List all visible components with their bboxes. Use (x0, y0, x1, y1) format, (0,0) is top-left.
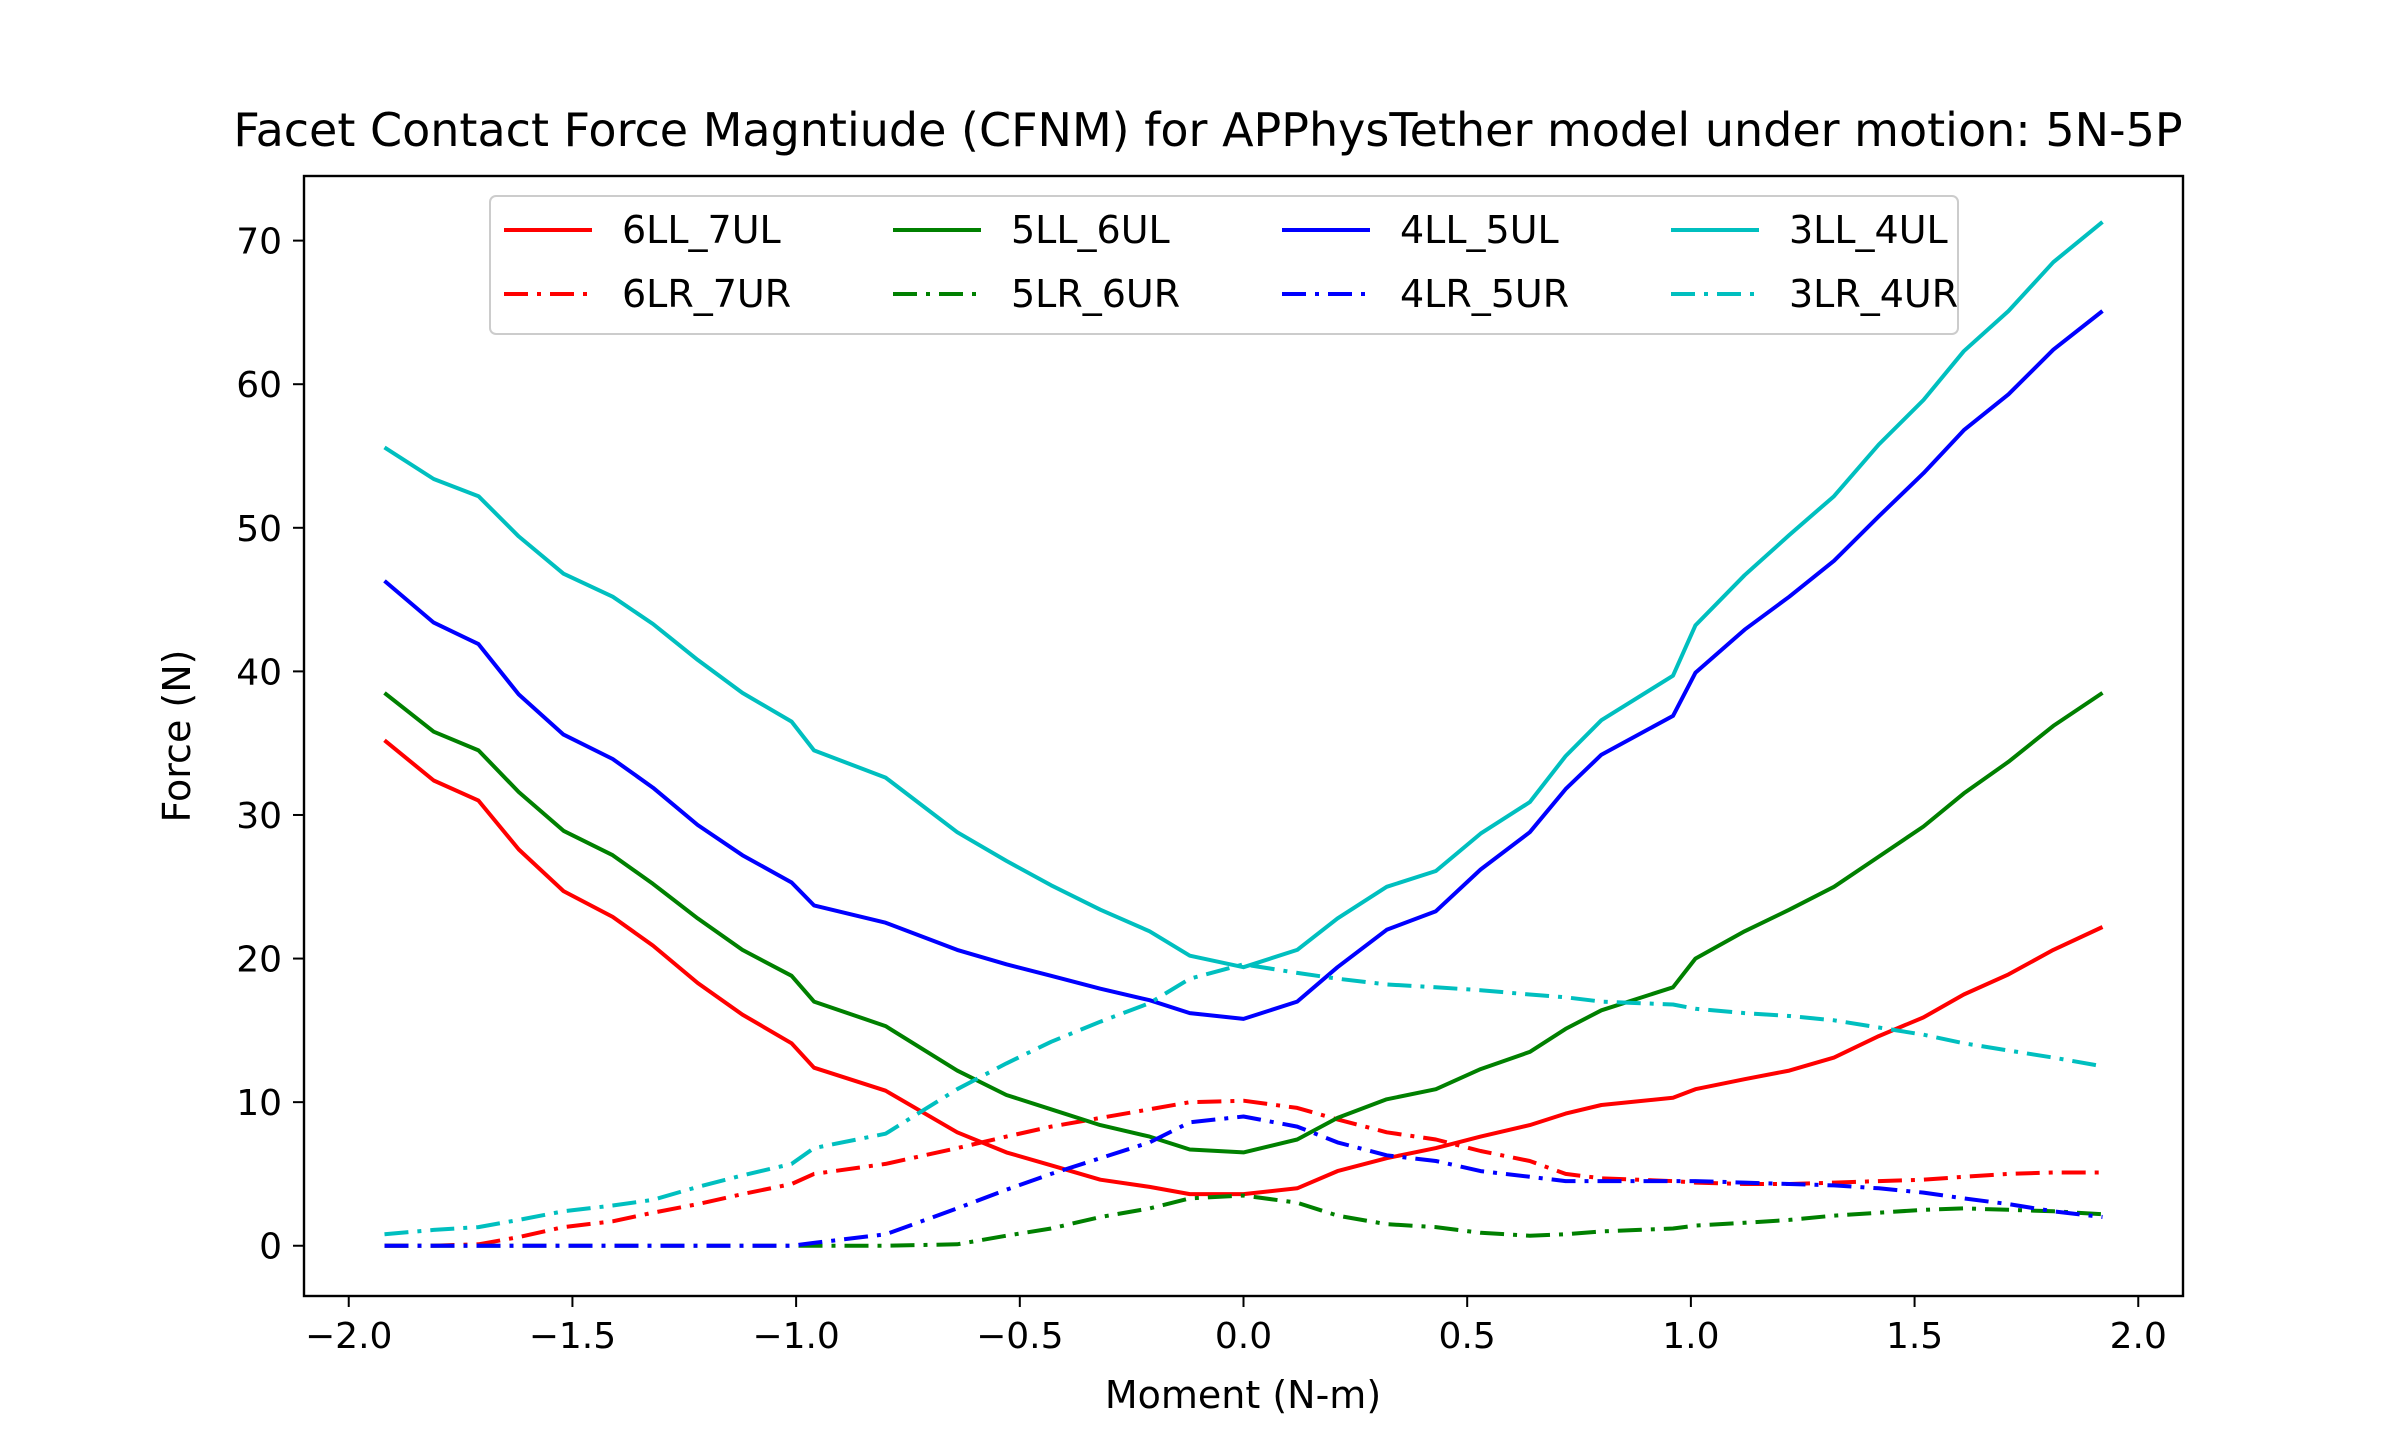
axis-ticks: −2.0 −1.5 −1.0 −0.5 0.0 0.5 1.0 1.5 2.0 0 10 20 30 40… (236, 222, 2167, 1357)
x-tick-label: 1.0 (1662, 1316, 1719, 1357)
series-line-5LL_6UL (383, 691, 2104, 1155)
x-tick-label: 0.5 (1439, 1316, 1496, 1357)
y-axis-label: Force (N) (155, 650, 199, 823)
legend-label-6LR_7UR: 6LR_7UR (622, 272, 791, 316)
x-tick-label: 2.0 (2110, 1316, 2167, 1357)
y-tick-label: 20 (236, 940, 282, 981)
legend-box (489, 195, 1959, 335)
series-line-6LL_7UL (383, 738, 2104, 1197)
legend: 6LL_7UL 6LR_7UR 5LL_6UL 5LR_6UR 4LL_5UL 4LR_5… (489, 195, 1959, 335)
y-tick-label: 50 (236, 509, 282, 550)
y-tick-label: 60 (236, 365, 282, 406)
legend-label-4LL_5UL: 4LL_5UL (1400, 208, 1559, 252)
legend-label-3LR_4UR: 3LR_4UR (1789, 272, 1958, 316)
legend-label-4LR_5UR: 4LR_5UR (1400, 272, 1569, 316)
legend-label-3LL_4UL: 3LL_4UL (1789, 208, 1948, 252)
x-tick-label: −1.0 (752, 1316, 839, 1357)
legend-label-6LL_7UL: 6LL_7UL (622, 208, 781, 252)
y-tick-label: 30 (236, 796, 282, 837)
legend-label-5LL_6UL: 5LL_6UL (1011, 208, 1170, 252)
series-line-5LR_6UR (384, 1193, 2103, 1248)
x-tick-label: 1.5 (1886, 1316, 1943, 1357)
plot-frame (302, 174, 2185, 1298)
series-line-3LL_4UL (383, 220, 2104, 970)
chart-title: Facet Contact Force Magntiude (CFNM) for… (233, 103, 2182, 157)
x-axis-label: Moment (N-m) (1105, 1373, 1381, 1417)
x-tick-label: −1.5 (529, 1316, 616, 1357)
series-line-4LR_5UR (384, 1114, 2103, 1248)
x-tick-label: −0.5 (976, 1316, 1063, 1357)
x-tick-label: 0.0 (1215, 1316, 1272, 1357)
y-tick-label: 10 (236, 1083, 282, 1124)
y-tick-label: 0 (259, 1227, 282, 1268)
series-line-6LR_7UR (384, 1098, 2103, 1248)
legend-label-5LR_6UR: 5LR_6UR (1011, 272, 1180, 316)
series-line-3LR_4UR (384, 962, 2103, 1237)
y-tick-label: 70 (236, 222, 282, 263)
series-line-4LL_5UL (383, 309, 2104, 1021)
plot-area (302, 174, 2185, 1298)
x-tick-label: −2.0 (305, 1316, 392, 1357)
y-tick-label: 40 (236, 652, 282, 693)
